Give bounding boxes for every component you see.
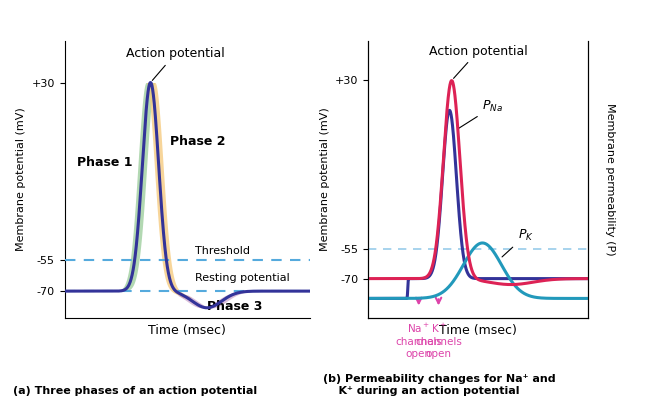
Text: Phase 1: Phase 1	[77, 156, 132, 169]
Y-axis label: Membrane permeability (P): Membrane permeability (P)	[605, 103, 614, 256]
Text: K$^+$
channels
open: K$^+$ channels open	[415, 322, 462, 359]
Text: (a) Three phases of an action potential: (a) Three phases of an action potential	[13, 386, 257, 396]
Text: Action potential: Action potential	[429, 44, 527, 78]
Text: Resting potential: Resting potential	[194, 273, 289, 283]
Y-axis label: Membrane potential (mV): Membrane potential (mV)	[320, 108, 329, 251]
Text: $P_{K}$: $P_{K}$	[502, 228, 534, 257]
Text: Threshold: Threshold	[194, 246, 250, 255]
X-axis label: Time (msec): Time (msec)	[439, 324, 517, 337]
Text: $P_{Na}$: $P_{Na}$	[459, 99, 503, 129]
Text: Na$^+$
channels
open: Na$^+$ channels open	[395, 322, 442, 359]
Text: Phase 3: Phase 3	[207, 300, 262, 313]
X-axis label: Time (msec): Time (msec)	[149, 324, 226, 337]
Text: (b) Permeability changes for Na⁺ and
    K⁺ during an action potential: (b) Permeability changes for Na⁺ and K⁺ …	[323, 374, 556, 396]
Text: Action potential: Action potential	[126, 47, 224, 80]
Text: Phase 2: Phase 2	[170, 135, 225, 148]
Y-axis label: Membrane potential (mV): Membrane potential (mV)	[16, 108, 26, 251]
